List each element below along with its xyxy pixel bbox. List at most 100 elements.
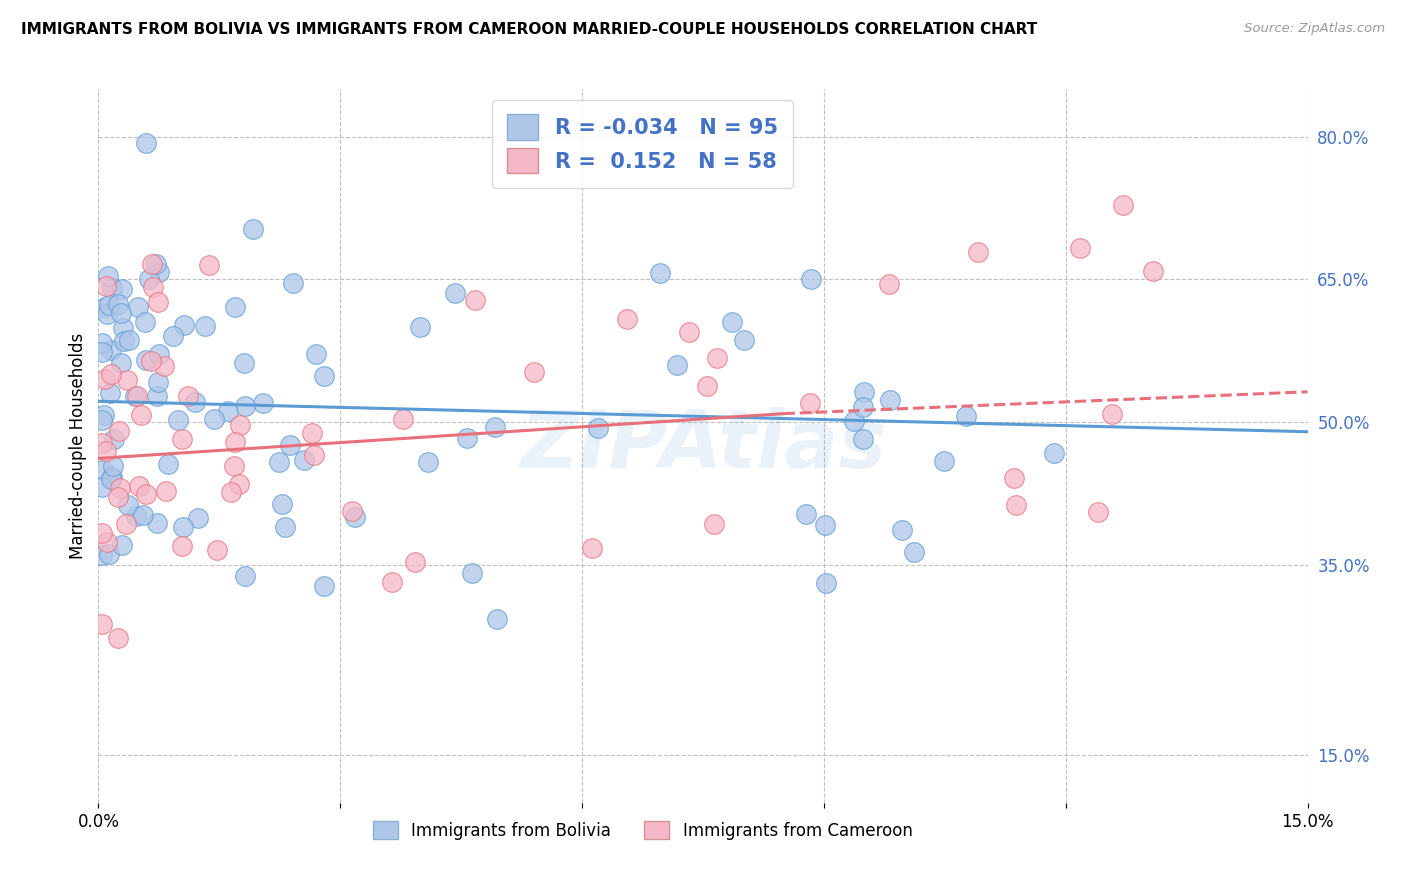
Point	[110, 356, 132, 370]
Point	[131, 508, 153, 522]
Point	[100, 343, 122, 357]
Point	[456, 431, 478, 445]
Point	[155, 484, 177, 499]
Point	[91, 413, 114, 427]
Point	[678, 325, 700, 339]
Point	[107, 490, 129, 504]
Point	[91, 548, 114, 562]
Point	[301, 426, 323, 441]
Point	[464, 293, 486, 307]
Point	[221, 485, 243, 500]
Point	[157, 457, 180, 471]
Point	[96, 535, 118, 549]
Point	[443, 285, 465, 300]
Point	[814, 518, 837, 533]
Point	[145, 257, 167, 271]
Point	[177, 388, 200, 402]
Point	[91, 463, 114, 477]
Point	[111, 538, 134, 552]
Point	[142, 280, 165, 294]
Point	[107, 297, 129, 311]
Point	[877, 277, 900, 292]
Point	[172, 520, 194, 534]
Point	[91, 616, 114, 631]
Point	[224, 434, 246, 449]
Point	[148, 294, 170, 309]
Point	[96, 307, 118, 321]
Point	[166, 413, 188, 427]
Point	[173, 318, 195, 333]
Point	[305, 347, 328, 361]
Point	[852, 432, 875, 446]
Point	[292, 452, 315, 467]
Point	[224, 300, 246, 314]
Point	[117, 499, 139, 513]
Point	[650, 266, 672, 280]
Point	[252, 395, 274, 409]
Point	[891, 523, 914, 537]
Point	[1101, 407, 1123, 421]
Point	[1112, 198, 1135, 212]
Point	[103, 432, 125, 446]
Point	[903, 545, 925, 559]
Point	[118, 333, 141, 347]
Point	[91, 436, 114, 450]
Point	[124, 389, 146, 403]
Point	[111, 282, 134, 296]
Point	[194, 319, 217, 334]
Point	[94, 300, 117, 314]
Point	[720, 315, 742, 329]
Point	[138, 272, 160, 286]
Point	[170, 539, 193, 553]
Point	[852, 385, 875, 400]
Point	[1142, 264, 1164, 278]
Point	[146, 516, 169, 530]
Point	[304, 448, 326, 462]
Point	[94, 372, 117, 386]
Point	[342, 503, 364, 517]
Point	[98, 547, 121, 561]
Point	[418, 455, 440, 469]
Point	[1043, 446, 1066, 460]
Point	[314, 368, 336, 383]
Text: Source: ZipAtlas.com: Source: ZipAtlas.com	[1244, 22, 1385, 36]
Point	[101, 470, 124, 484]
Point	[966, 244, 988, 259]
Point	[100, 367, 122, 381]
Point	[485, 612, 508, 626]
Point	[344, 510, 367, 524]
Point	[127, 300, 149, 314]
Point	[100, 385, 122, 400]
Point	[134, 315, 156, 329]
Point	[148, 346, 170, 360]
Point	[96, 444, 118, 458]
Point	[278, 437, 301, 451]
Point	[152, 359, 174, 373]
Point	[512, 117, 534, 131]
Point	[125, 389, 148, 403]
Point	[146, 375, 169, 389]
Point	[274, 520, 297, 534]
Point	[703, 517, 725, 532]
Point	[665, 359, 688, 373]
Point	[217, 404, 239, 418]
Point	[141, 257, 163, 271]
Point	[581, 541, 603, 556]
Point	[955, 409, 977, 423]
Point	[111, 321, 134, 335]
Point	[233, 568, 256, 582]
Point	[183, 395, 205, 409]
Point	[135, 353, 157, 368]
Point	[229, 417, 252, 432]
Point	[187, 511, 209, 525]
Point	[852, 401, 875, 415]
Text: IMMIGRANTS FROM BOLIVIA VS IMMIGRANTS FROM CAMEROON MARRIED-COUPLE HOUSEHOLDS CO: IMMIGRANTS FROM BOLIVIA VS IMMIGRANTS FR…	[21, 22, 1038, 37]
Point	[312, 579, 335, 593]
Point	[135, 487, 157, 501]
Point	[586, 421, 609, 435]
Point	[232, 356, 254, 370]
Point	[148, 265, 170, 279]
Point	[222, 459, 245, 474]
Point	[269, 455, 291, 469]
Point	[1069, 241, 1091, 255]
